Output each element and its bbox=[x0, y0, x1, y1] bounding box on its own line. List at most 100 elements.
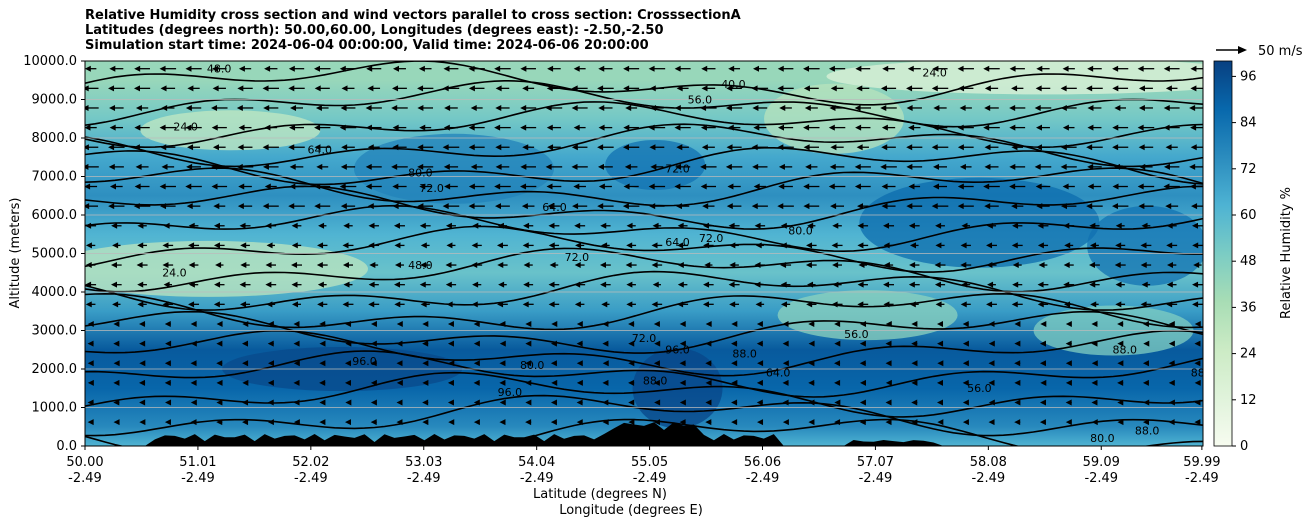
wind-arrowhead bbox=[1035, 183, 1042, 190]
wind-arrowhead bbox=[602, 399, 609, 406]
wind-arrowhead bbox=[1011, 203, 1018, 210]
wind-arrowhead bbox=[1194, 340, 1201, 347]
wind-arrowhead bbox=[909, 301, 916, 308]
wind-arrowhead bbox=[242, 419, 249, 426]
wind-arrowhead bbox=[911, 360, 918, 367]
wind-arrowhead bbox=[1040, 379, 1047, 386]
wind-arrowhead bbox=[1190, 85, 1197, 92]
wind-arrowhead bbox=[216, 399, 223, 406]
wind-arrowhead bbox=[883, 222, 890, 229]
wind-arrowhead bbox=[134, 65, 141, 72]
contour-line bbox=[85, 225, 1203, 273]
wind-arrowhead bbox=[422, 340, 429, 347]
wind-arrowhead bbox=[548, 242, 555, 249]
wind-arrowhead bbox=[1191, 222, 1198, 229]
wind-arrowhead bbox=[443, 163, 450, 170]
wind-arrowhead bbox=[726, 85, 733, 92]
wind-arrowhead bbox=[1117, 379, 1124, 386]
wind-arrowhead bbox=[572, 203, 579, 210]
wind-arrowhead bbox=[342, 242, 349, 249]
wind-arrowhead bbox=[834, 419, 841, 426]
wind-arrowhead bbox=[1063, 281, 1070, 288]
wind-arrowhead bbox=[959, 163, 966, 170]
wind-arrowhead bbox=[1062, 124, 1069, 131]
x-tick-label-lat: 55.05 bbox=[631, 455, 668, 470]
wind-arrowhead bbox=[163, 222, 170, 229]
wind-arrowhead bbox=[188, 262, 195, 269]
wind-arrowhead bbox=[211, 183, 218, 190]
wind-arrowhead bbox=[213, 301, 220, 308]
y-tick-label: 7000.0 bbox=[32, 170, 78, 185]
wind-arrowhead bbox=[855, 65, 862, 72]
wind-arrowhead bbox=[419, 124, 426, 131]
wind-arrowhead bbox=[1138, 85, 1145, 92]
wind-arrowhead bbox=[190, 340, 197, 347]
wind-vectors bbox=[85, 65, 1203, 426]
wind-arrowhead bbox=[1009, 65, 1016, 72]
wind-arrowhead bbox=[832, 281, 839, 288]
wind-arrowhead bbox=[109, 65, 116, 72]
wind-arrowhead bbox=[855, 124, 862, 131]
wind-arrowhead bbox=[625, 262, 632, 269]
wind-arrowhead bbox=[782, 320, 789, 327]
wind-arrowhead bbox=[109, 104, 116, 111]
wind-arrowhead bbox=[882, 65, 889, 72]
wind-arrowhead bbox=[628, 360, 635, 367]
wind-arrowhead bbox=[164, 379, 171, 386]
wind-arrowhead bbox=[525, 399, 532, 406]
wind-arrowhead bbox=[653, 360, 660, 367]
wind-arrowhead bbox=[520, 163, 527, 170]
wind-arrowhead bbox=[777, 124, 784, 131]
wind-arrowhead bbox=[468, 85, 475, 92]
wind-arrowhead bbox=[498, 281, 505, 288]
contour-label: 64.0 bbox=[665, 236, 690, 249]
wind-arrowhead bbox=[1189, 163, 1196, 170]
wind-arrowhead bbox=[700, 104, 707, 111]
wind-arrowhead bbox=[1115, 242, 1122, 249]
wind-arrowhead bbox=[291, 281, 298, 288]
wind-arrowhead bbox=[314, 183, 321, 190]
wind-arrowhead bbox=[1014, 399, 1021, 406]
wind-arrowhead bbox=[883, 242, 890, 249]
wind-arrowhead bbox=[885, 360, 892, 367]
wind-arrowhead bbox=[729, 301, 736, 308]
wind-arrowhead bbox=[856, 85, 863, 92]
wind-arrowhead bbox=[576, 320, 583, 327]
wind-arrowhead bbox=[237, 144, 244, 151]
wind-arrowhead bbox=[1111, 203, 1118, 210]
wind-arrowhead bbox=[497, 301, 504, 308]
wind-arrowhead bbox=[468, 124, 475, 131]
wind-arrowhead bbox=[473, 379, 480, 386]
wind-arrowhead bbox=[216, 320, 223, 327]
wind-arrowhead bbox=[551, 379, 558, 386]
y-tick-label: 10000.0 bbox=[23, 54, 77, 69]
wind-arrowhead bbox=[701, 144, 708, 151]
wind-arrowhead bbox=[216, 360, 223, 367]
wind-arrowhead bbox=[1036, 65, 1043, 72]
wind-arrowhead bbox=[443, 65, 450, 72]
wind-arrowhead bbox=[677, 262, 684, 269]
wind-arrowhead bbox=[650, 104, 657, 111]
wind-arrowhead bbox=[365, 183, 372, 190]
wind-arrowhead bbox=[472, 281, 479, 288]
wind-arrowhead bbox=[159, 65, 166, 72]
wind-arrowhead bbox=[471, 242, 478, 249]
wind-arrowhead bbox=[264, 124, 271, 131]
wind-arrowhead bbox=[1138, 203, 1145, 210]
wind-arrowhead bbox=[751, 144, 758, 151]
wind-arrowhead bbox=[396, 399, 403, 406]
wind-arrowhead bbox=[443, 124, 450, 131]
wind-arrowhead bbox=[108, 163, 115, 170]
wind-arrowhead bbox=[808, 340, 815, 347]
wind-arrowhead bbox=[239, 281, 246, 288]
wind-arrowhead bbox=[499, 340, 506, 347]
wind-arrowhead bbox=[442, 144, 449, 151]
wind-arrowhead bbox=[600, 281, 607, 288]
wind-arrowhead bbox=[806, 301, 813, 308]
wind-arrowhead bbox=[777, 144, 784, 151]
colorbar-tick-label: 72 bbox=[1240, 162, 1257, 177]
title-line-2: Latitudes (degrees north): 50.00,60.00, … bbox=[85, 23, 664, 38]
wind-arrowhead bbox=[702, 203, 709, 210]
wind-arrowhead bbox=[545, 163, 552, 170]
contour-line bbox=[85, 79, 1203, 128]
